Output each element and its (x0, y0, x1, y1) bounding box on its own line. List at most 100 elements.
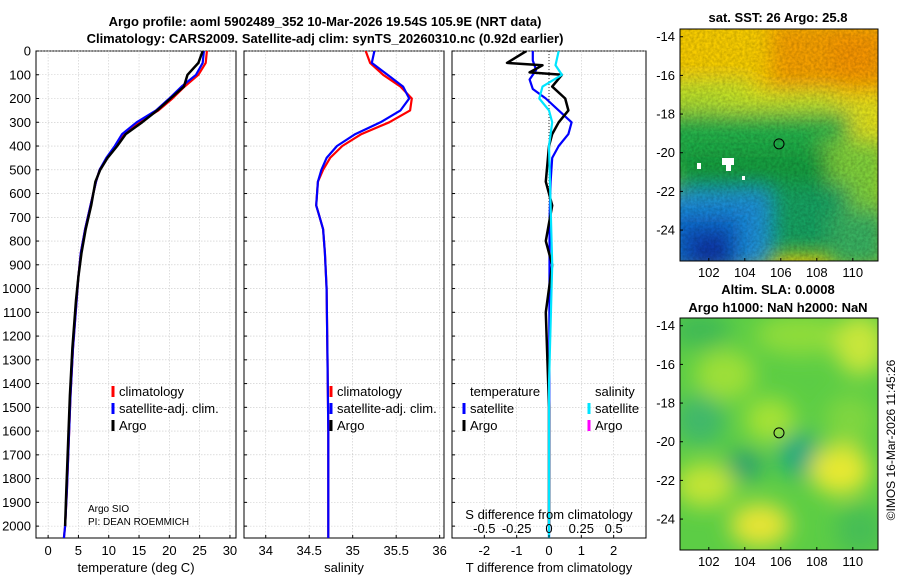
salinity-diff-tick-label: -0.25 (502, 521, 532, 536)
sla-heatmap-image (680, 318, 878, 550)
salinity-legend: climatology satellite-adj. clim. Argo (329, 384, 437, 433)
map-lon-label: 104 (734, 554, 756, 569)
salinity-diff-tick-label: -0.5 (473, 521, 495, 536)
map-lon-label: 110 (842, 554, 863, 569)
map-lat-label: -18 (656, 107, 675, 122)
x-tick-label: 34.5 (297, 543, 322, 558)
depth-tick-label: 600 (9, 186, 31, 201)
legend-label-satellite: satellite-adj. clim. (337, 401, 437, 416)
x-tick-label: 35 (345, 543, 359, 558)
legend-label-satellite: satellite-adj. clim. (119, 401, 219, 416)
difference-legend: temperature salinity satellite Argo sate… (462, 384, 639, 433)
x-tick-label: 35.5 (384, 543, 409, 558)
sst-map-frame (679, 28, 879, 262)
depth-tick-label: 1100 (3, 305, 31, 320)
legend-label-t-satellite: satellite (470, 401, 514, 416)
salinity-series (315, 51, 413, 538)
map-lat-label: -20 (656, 434, 675, 449)
map-lon-label: 102 (698, 554, 720, 569)
temperature-plot-frame (35, 50, 237, 539)
map-lat-label: -24 (656, 512, 675, 527)
sla-map-title-line1: Altim. SLA: 0.0008 (721, 282, 834, 297)
x-tick-label: 15 (132, 543, 146, 558)
legend-label-argo: Argo (337, 418, 364, 433)
sst-map-title: sat. SST: 26 Argo: 25.8 (709, 10, 848, 25)
difference-xlabel: T difference from climatology (466, 560, 633, 575)
map-lat-label: -22 (656, 473, 675, 488)
temperature-ticks: 0 5 10 15 20 25 300100200300400500600700800900… (2, 44, 237, 559)
salinity-xlabel: salinity (324, 560, 364, 575)
depth-tick-label: 900 (9, 257, 31, 272)
depth-tick-label: 1800 (2, 471, 31, 486)
legend-label-argo: Argo (119, 418, 146, 433)
argo-position-marker (773, 427, 785, 439)
map-lon-label: 110 (842, 265, 863, 280)
x-tick-label: 25 (192, 543, 206, 558)
sst-map-ticks: 102 104 106 108 110 -14 -16 -18 -20 -22 -24 (656, 29, 863, 280)
depth-tick-label: 700 (9, 210, 31, 225)
depth-tick-label: 300 (9, 115, 31, 130)
depth-tick-label: 1000 (2, 281, 31, 296)
map-lon-label: 106 (770, 554, 792, 569)
x-tick-label: 10 (101, 543, 115, 558)
x-tick-label: -1 (511, 543, 523, 558)
map-lat-label: -14 (656, 318, 675, 333)
depth-tick-label: 0 (24, 44, 31, 59)
salinity-panel: 34 34.5 35 35.5 36 salinity climatology sate… (243, 50, 447, 575)
difference-ticks: -2 -1 0 1 2 (452, 50, 617, 558)
depth-tick-label: 1700 (2, 447, 31, 462)
legend-header-temperature: temperature (470, 384, 540, 399)
salinity-diff-tick-label: 0 (545, 521, 552, 536)
sla-map-ticks: 102 104 106 108 110 -14 -16 -18 -20 -22 -24 (656, 318, 863, 569)
sla-map-title-line2: Argo h1000: NaN h2000: NaN (688, 300, 867, 315)
x-tick-label: 34 (259, 543, 273, 558)
sst-heatmap-image (680, 29, 878, 261)
legend-label-climatology: climatology (119, 384, 185, 399)
x-tick-label: 5 (75, 543, 82, 558)
x-tick-label: 1 (578, 543, 585, 558)
depth-tick-label: 1500 (2, 400, 31, 415)
depth-tick-label: 1200 (2, 329, 31, 344)
map-lat-label: -14 (656, 29, 675, 44)
x-tick-label: 20 (162, 543, 176, 558)
difference-series (505, 51, 573, 538)
depth-tick-label: 1400 (2, 376, 31, 391)
series-line-s-satellite (538, 51, 564, 538)
salinity-diff-tick-label: 0.25 (569, 521, 594, 536)
salinity-diff-tick-label: 0.5 (605, 521, 623, 536)
figure-title-line2: Climatology: CARS2009. Satellite-adj cli… (86, 31, 564, 46)
x-tick-label: 2 (610, 543, 617, 558)
temperature-panel: 0 5 10 15 20 25 300100200300400500600700800900… (2, 44, 237, 576)
sla-map-frame (679, 317, 879, 551)
temperature-grid (36, 50, 236, 538)
depth-tick-label: 200 (9, 91, 31, 106)
temperature-legend: climatology satellite-adj. clim. Argo (111, 384, 219, 433)
map-lat-label: -16 (656, 68, 675, 83)
map-lat-label: -18 (656, 396, 675, 411)
depth-tick-label: 500 (9, 162, 31, 177)
legend-label-climatology: climatology (337, 384, 403, 399)
map-lat-label: -16 (656, 357, 675, 372)
x-tick-label: 0 (45, 543, 52, 558)
temperature-series (62, 51, 208, 538)
sst-map: sat. SST: 26 Argo: 25.8 (656, 10, 879, 280)
x-tick-label: 0 (545, 543, 552, 558)
credit-line2: PI: DEAN ROEMMICH (88, 517, 189, 528)
map-lat-label: -24 (656, 223, 675, 238)
difference-top-label: S difference from climatology (465, 507, 633, 522)
map-lon-label: 104 (734, 265, 756, 280)
difference-panel: -2 -1 0 1 2 T difference from climatology S … (451, 50, 647, 575)
x-tick-label: 36 (432, 543, 446, 558)
map-lon-label: 108 (806, 554, 828, 569)
map-lon-label: 102 (698, 265, 720, 280)
depth-tick-label: 1300 (2, 352, 31, 367)
depth-tick-label: 400 (9, 139, 31, 154)
figure-title-line1: Argo profile: aoml 5902489_352 10-Mar-20… (108, 14, 542, 29)
legend-label-t-argo: Argo (470, 418, 497, 433)
legend-label-s-satellite: satellite (595, 401, 639, 416)
salinity-plot-frame (243, 50, 445, 539)
map-lat-label: -22 (656, 184, 675, 199)
map-lon-label: 108 (806, 265, 828, 280)
depth-tick-label: 2000 (2, 519, 31, 534)
